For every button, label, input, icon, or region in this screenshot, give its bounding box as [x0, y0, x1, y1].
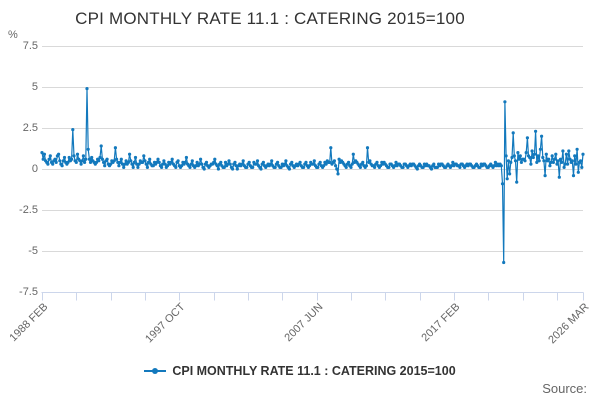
y-axis-label: -2.5 [19, 204, 38, 216]
y-axis-label: 7.5 [22, 40, 38, 52]
y-axis-unit-label: % [8, 29, 18, 41]
y-axis-label: 2.5 [22, 122, 38, 134]
legend-line-marker-icon [144, 368, 167, 374]
x-axis-label: 2026 MAR [546, 301, 592, 347]
x-axis-label: 2017 FEB [419, 301, 463, 345]
y-axis-label: -7.5 [19, 286, 38, 298]
x-axis-label: 2007 JUN [282, 301, 326, 345]
legend-label: CPI MONTHLY RATE 11.1 : CATERING 2015=10… [172, 364, 456, 378]
y-axis-label: -5 [28, 245, 38, 257]
legend-item[interactable]: CPI MONTHLY RATE 11.1 : CATERING 2015=10… [0, 362, 600, 380]
y-axis-label: 5 [31, 81, 38, 93]
y-axis-labels: 7.5 5 2.5 0 -2.5 -5 -7.5 [0, 0, 38, 400]
chart-title: CPI MONTHLY RATE 11.1 : CATERING 2015=10… [75, 9, 465, 28]
y-axis-label: 0 [31, 163, 38, 175]
x-axis-label: 1997 OCT [143, 301, 188, 346]
source-label: Source: [542, 381, 587, 396]
x-axis-label: 1988 FEB [7, 301, 51, 345]
